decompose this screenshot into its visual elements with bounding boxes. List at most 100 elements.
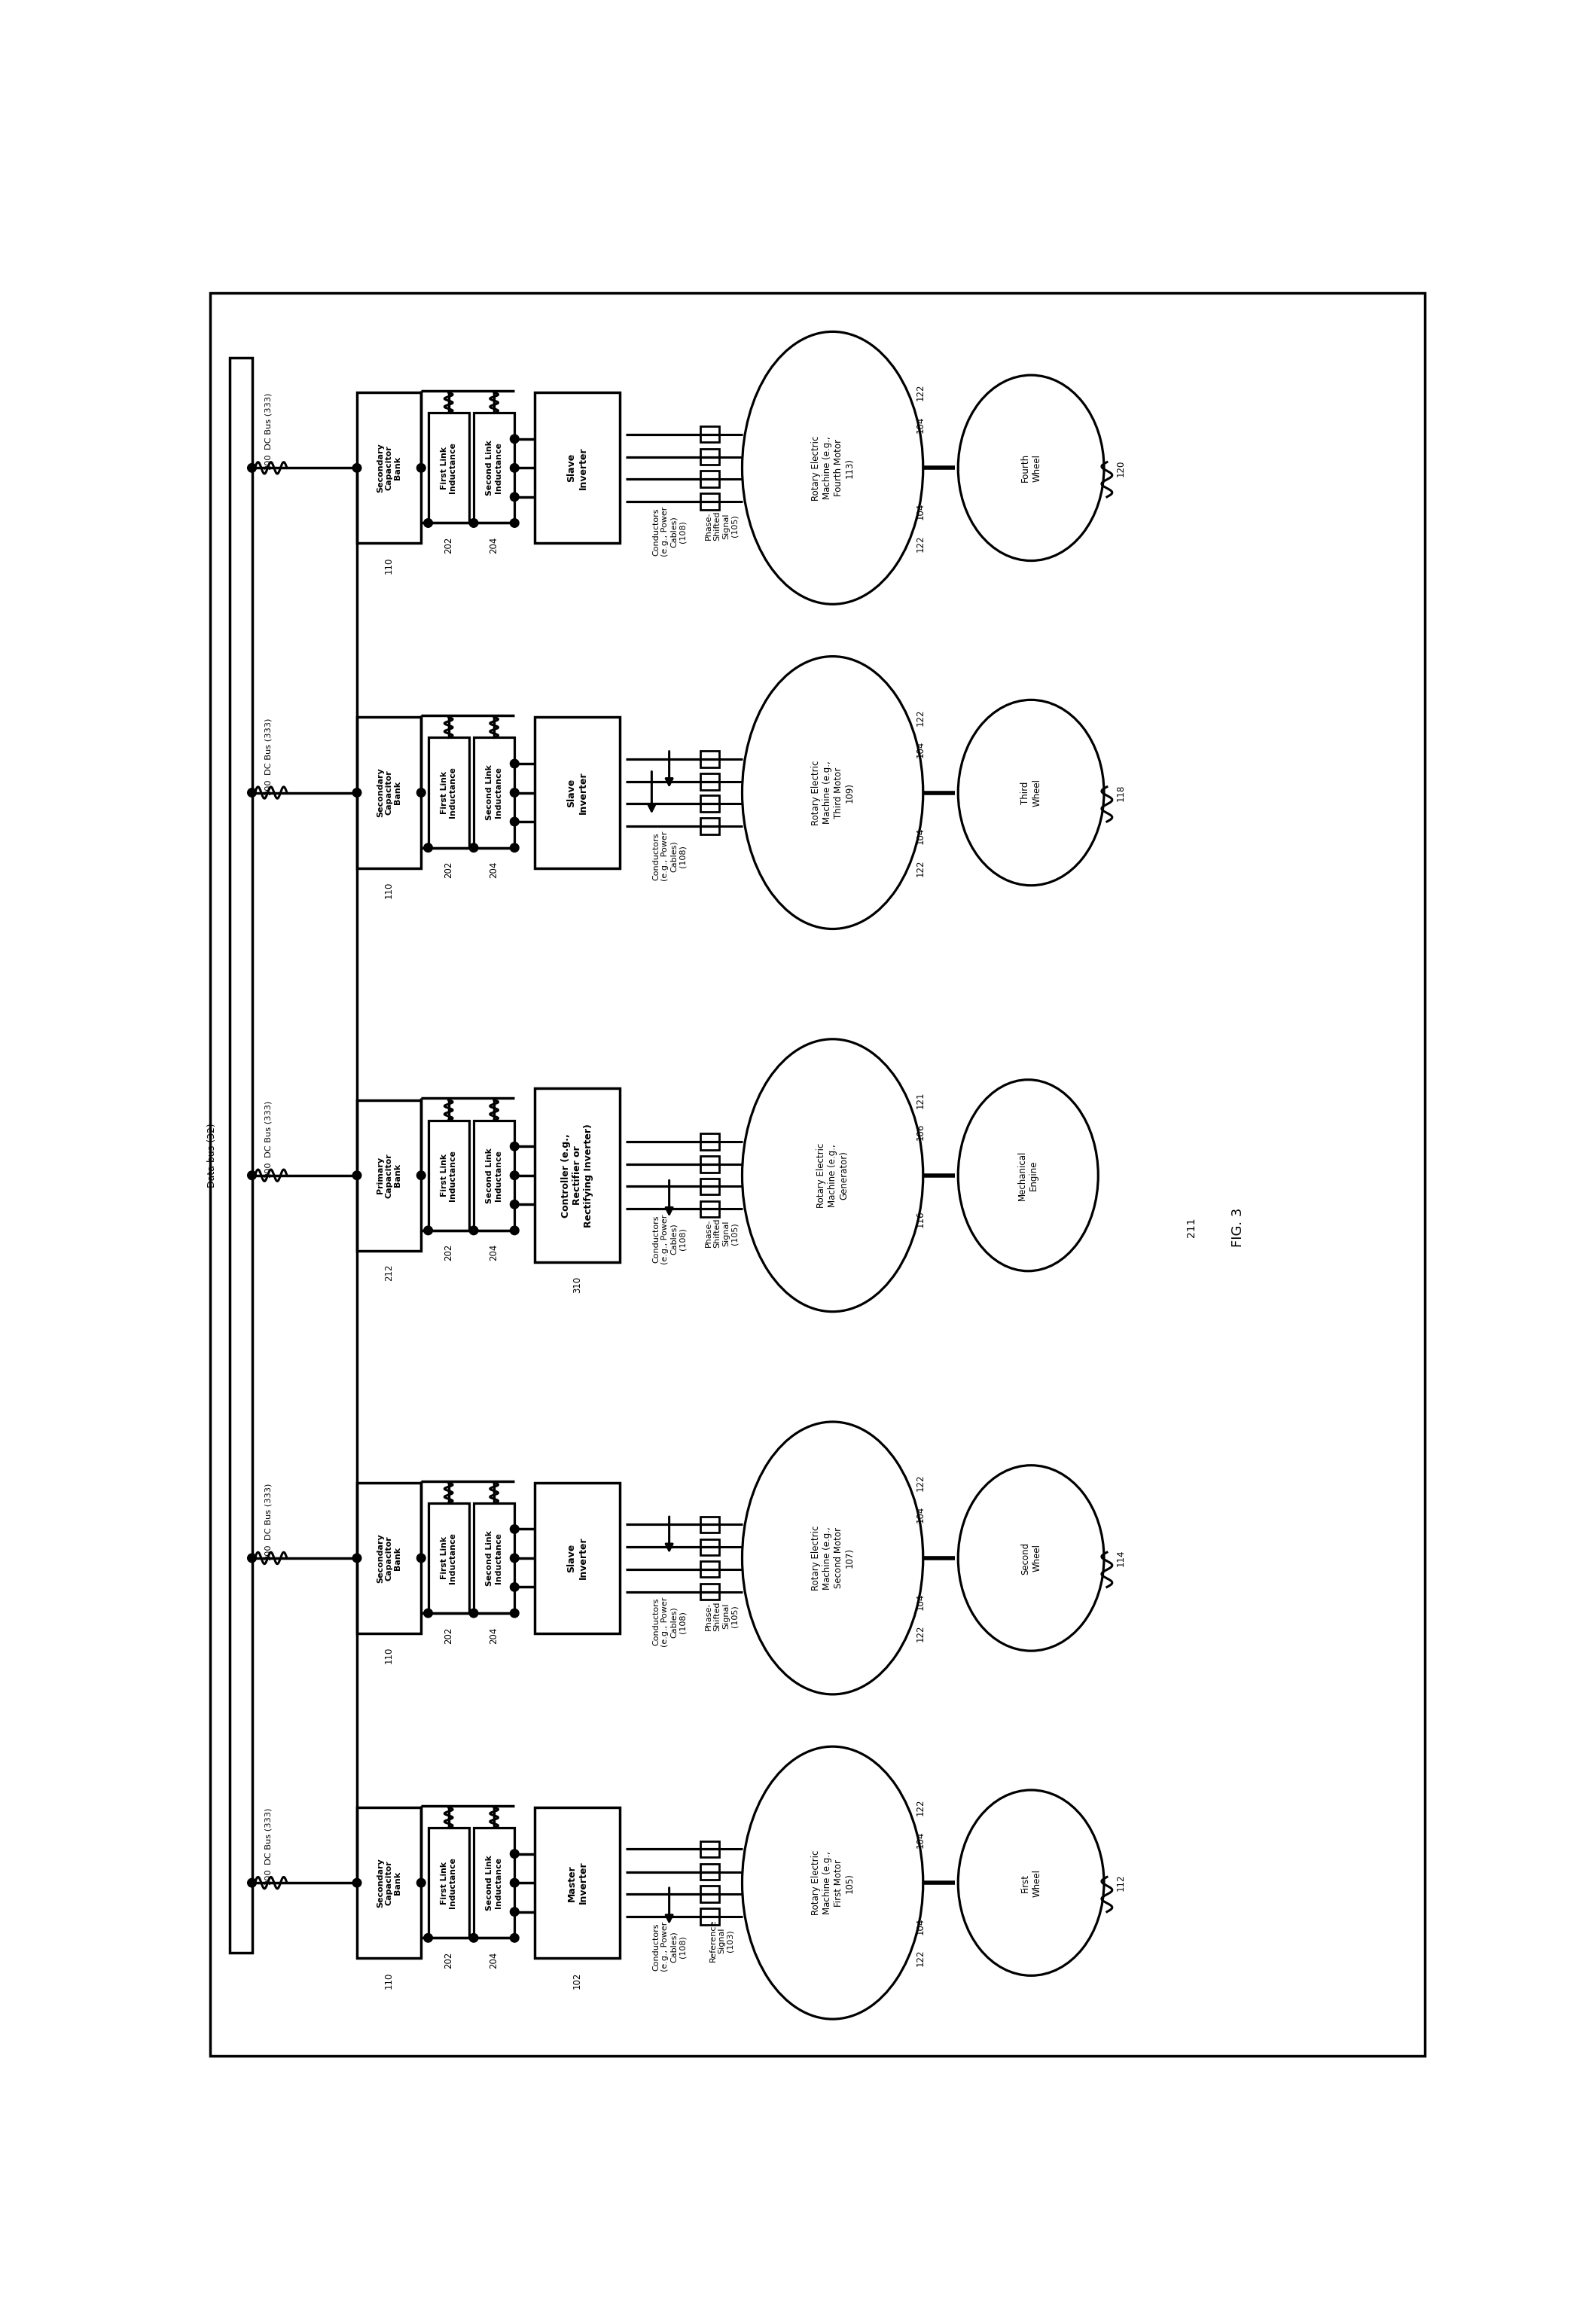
Bar [700, 1515, 719, 1532]
Text: 110: 110 [384, 881, 394, 899]
Text: Conductors
(e.g., Power
Cables)
(108): Conductors (e.g., Power Cables) (108) [652, 832, 686, 881]
Text: 200: 200 [265, 1868, 273, 1885]
Text: 200: 200 [265, 1543, 273, 1559]
Circle shape [510, 518, 518, 528]
Text: 202: 202 [443, 1627, 453, 1643]
Bar [474, 737, 515, 848]
Bar [474, 1504, 515, 1613]
Text: Secondary
Capacitor
Bank: Secondary Capacitor Bank [376, 767, 402, 818]
Circle shape [416, 1878, 426, 1887]
Text: Second Link
Inductance: Second Link Inductance [486, 765, 502, 820]
Ellipse shape [742, 655, 924, 930]
Circle shape [510, 1555, 518, 1562]
Text: 204: 204 [490, 1627, 499, 1643]
Circle shape [510, 844, 518, 853]
Text: Conductors
(e.g., Power
Cables)
(108): Conductors (e.g., Power Cables) (108) [652, 1597, 686, 1648]
Text: 104: 104 [916, 741, 925, 758]
Ellipse shape [959, 374, 1104, 560]
Circle shape [352, 1878, 362, 1887]
Text: First Link
Inductance: First Link Inductance [440, 1150, 456, 1202]
Circle shape [247, 788, 257, 797]
Circle shape [469, 1227, 478, 1234]
Circle shape [247, 1555, 257, 1562]
Bar [700, 1134, 719, 1150]
Circle shape [510, 462, 518, 472]
Circle shape [416, 1171, 426, 1181]
Bar [534, 1483, 619, 1634]
Text: 122: 122 [916, 1799, 925, 1815]
Text: 212: 212 [384, 1264, 394, 1281]
Bar [700, 1841, 719, 1857]
Bar [427, 1120, 469, 1229]
Bar [534, 718, 619, 869]
Ellipse shape [959, 1081, 1099, 1271]
Text: Conductors
(e.g., Power
Cables)
(108): Conductors (e.g., Power Cables) (108) [652, 1922, 686, 1971]
Text: 204: 204 [490, 537, 499, 553]
Text: 122: 122 [916, 535, 925, 551]
Text: Rotary Electric
Machine (e.g.,
First Motor
105): Rotary Electric Machine (e.g., First Mot… [810, 1850, 855, 1915]
Text: 200: 200 [265, 453, 273, 469]
Bar [427, 737, 469, 848]
Text: Phase-
Shifted
Signal
(105): Phase- Shifted Signal (105) [705, 1601, 738, 1631]
Text: First Link
Inductance: First Link Inductance [440, 1857, 456, 1908]
Text: 104: 104 [916, 1506, 925, 1522]
Bar [700, 795, 719, 811]
Circle shape [416, 462, 426, 472]
Text: 116: 116 [916, 1211, 925, 1227]
Text: Rotary Electric
Machine (e.g.,
Third Motor
109): Rotary Electric Machine (e.g., Third Mot… [810, 760, 855, 825]
Text: Second Link
Inductance: Second Link Inductance [486, 1529, 502, 1585]
Circle shape [510, 1583, 518, 1592]
Circle shape [510, 788, 518, 797]
Ellipse shape [959, 700, 1104, 885]
Text: 114: 114 [1115, 1550, 1124, 1566]
Circle shape [416, 788, 426, 797]
Ellipse shape [742, 1748, 924, 2020]
Text: 122: 122 [916, 860, 925, 876]
Text: DC Bus (333): DC Bus (333) [265, 1102, 273, 1157]
Text: Conductors
(e.g., Power
Cables)
(108): Conductors (e.g., Power Cables) (108) [652, 1213, 686, 1264]
Bar [474, 414, 515, 523]
Circle shape [352, 788, 362, 797]
Text: 211: 211 [1187, 1218, 1196, 1236]
Text: 104: 104 [916, 1594, 925, 1611]
Circle shape [510, 760, 518, 767]
Text: 202: 202 [443, 862, 453, 878]
Text: 122: 122 [916, 709, 925, 725]
Text: 122: 122 [916, 1473, 925, 1492]
Text: Rotary Electric
Machine (e.g.,
Fourth Motor
113): Rotary Electric Machine (e.g., Fourth Mo… [810, 435, 855, 500]
Circle shape [424, 518, 432, 528]
Bar [700, 449, 719, 465]
Text: DC Bus (333): DC Bus (333) [265, 718, 273, 774]
Bar [474, 1827, 515, 1938]
Bar [700, 1885, 719, 1901]
Text: 118: 118 [1115, 783, 1124, 802]
Bar [700, 1908, 719, 1924]
Text: 110: 110 [384, 1648, 394, 1664]
Circle shape [416, 1555, 426, 1562]
Text: DC Bus (333): DC Bus (333) [265, 393, 273, 451]
Text: DC Bus (333): DC Bus (333) [265, 1483, 273, 1541]
Text: Conductors
(e.g., Power
Cables)
(108): Conductors (e.g., Power Cables) (108) [652, 507, 686, 558]
Circle shape [510, 493, 518, 502]
Bar [357, 1099, 421, 1250]
Text: 200: 200 [265, 779, 273, 795]
Bar [700, 1583, 719, 1599]
Text: Secondary
Capacitor
Bank: Secondary Capacitor Bank [376, 444, 402, 493]
Text: 102: 102 [573, 1971, 582, 1989]
Text: 104: 104 [916, 827, 925, 844]
Text: 310: 310 [573, 1276, 582, 1292]
Text: Data bus (32): Data bus (32) [207, 1122, 217, 1188]
Circle shape [510, 1171, 518, 1181]
Text: 110: 110 [384, 1971, 394, 1989]
Ellipse shape [742, 1422, 924, 1694]
Text: 204: 204 [490, 1243, 499, 1262]
Circle shape [247, 1171, 257, 1181]
Bar [427, 1504, 469, 1613]
Circle shape [469, 1934, 478, 1943]
Circle shape [510, 1199, 518, 1208]
Text: Primary
Capacitor
Bank: Primary Capacitor Bank [376, 1153, 402, 1197]
Text: Second Link
Inductance: Second Link Inductance [486, 1855, 502, 1910]
Bar [427, 1827, 469, 1938]
Text: 200: 200 [265, 1162, 273, 1178]
Text: 104: 104 [916, 1831, 925, 1848]
